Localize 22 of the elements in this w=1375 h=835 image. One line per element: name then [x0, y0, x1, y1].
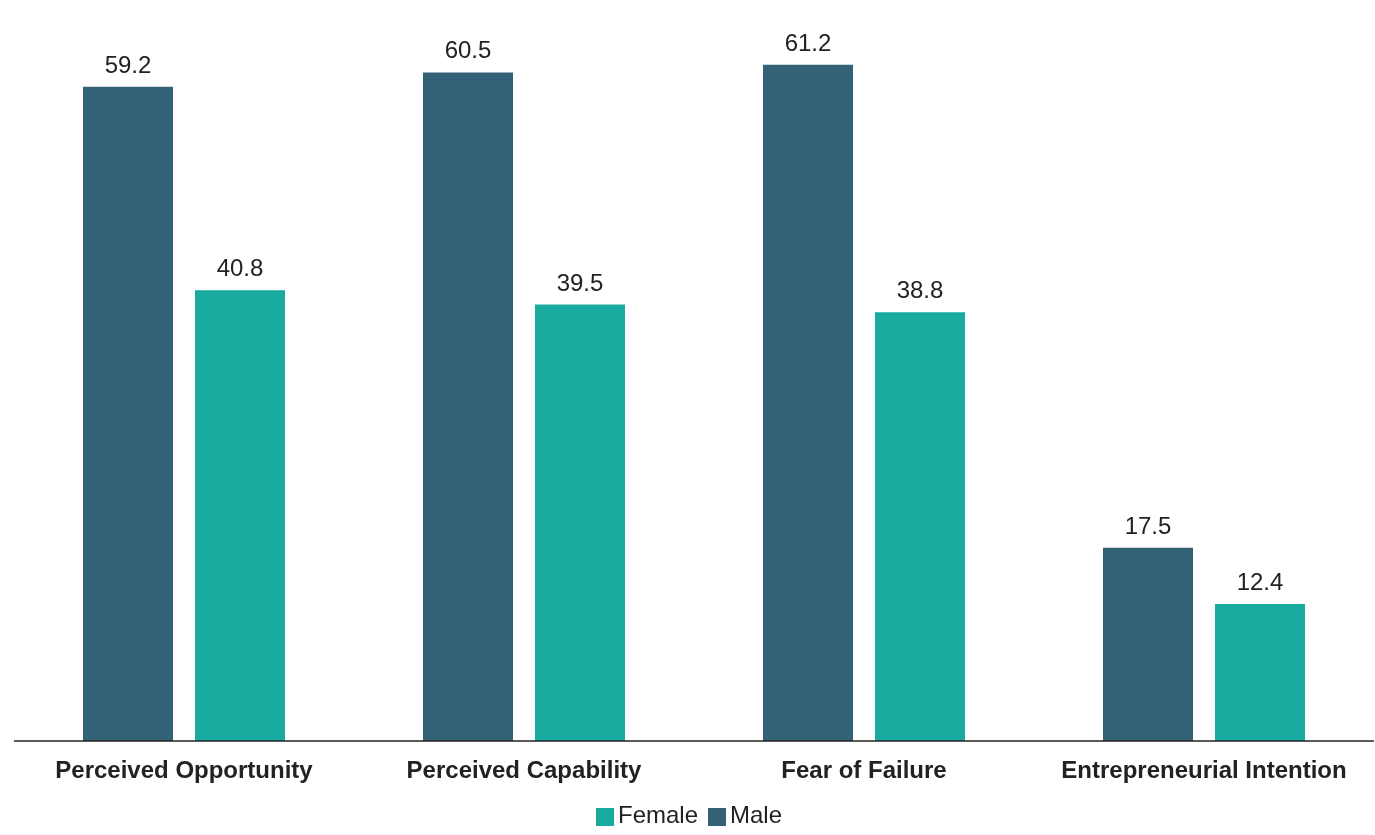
data-label: 12.4: [1236, 567, 1284, 595]
data-label: 60.5: [444, 36, 492, 64]
data-label: 40.8: [216, 254, 264, 282]
bar: [195, 290, 285, 741]
bar: [423, 72, 513, 741]
data-label: 38.8: [896, 276, 944, 304]
legend-label: Female: [617, 801, 698, 828]
bar: [875, 312, 965, 741]
bar: [1103, 547, 1193, 741]
bar: [83, 86, 173, 741]
data-label: 61.2: [784, 28, 832, 56]
legend-label: Male: [730, 801, 783, 828]
x-tick-label: Fear of Failure: [781, 756, 947, 784]
x-tick-label: Perceived Opportunity: [55, 756, 314, 784]
bar: [535, 304, 625, 741]
data-label: 39.5: [556, 268, 604, 296]
data-label: 59.2: [104, 50, 152, 78]
data-label: 17.5: [1124, 511, 1172, 539]
x-tick-label: Entrepreneurial Intention: [1061, 756, 1347, 784]
x-tick-label: Perceived Capability: [406, 756, 643, 784]
bar: [763, 64, 853, 741]
bar: [1215, 603, 1305, 741]
